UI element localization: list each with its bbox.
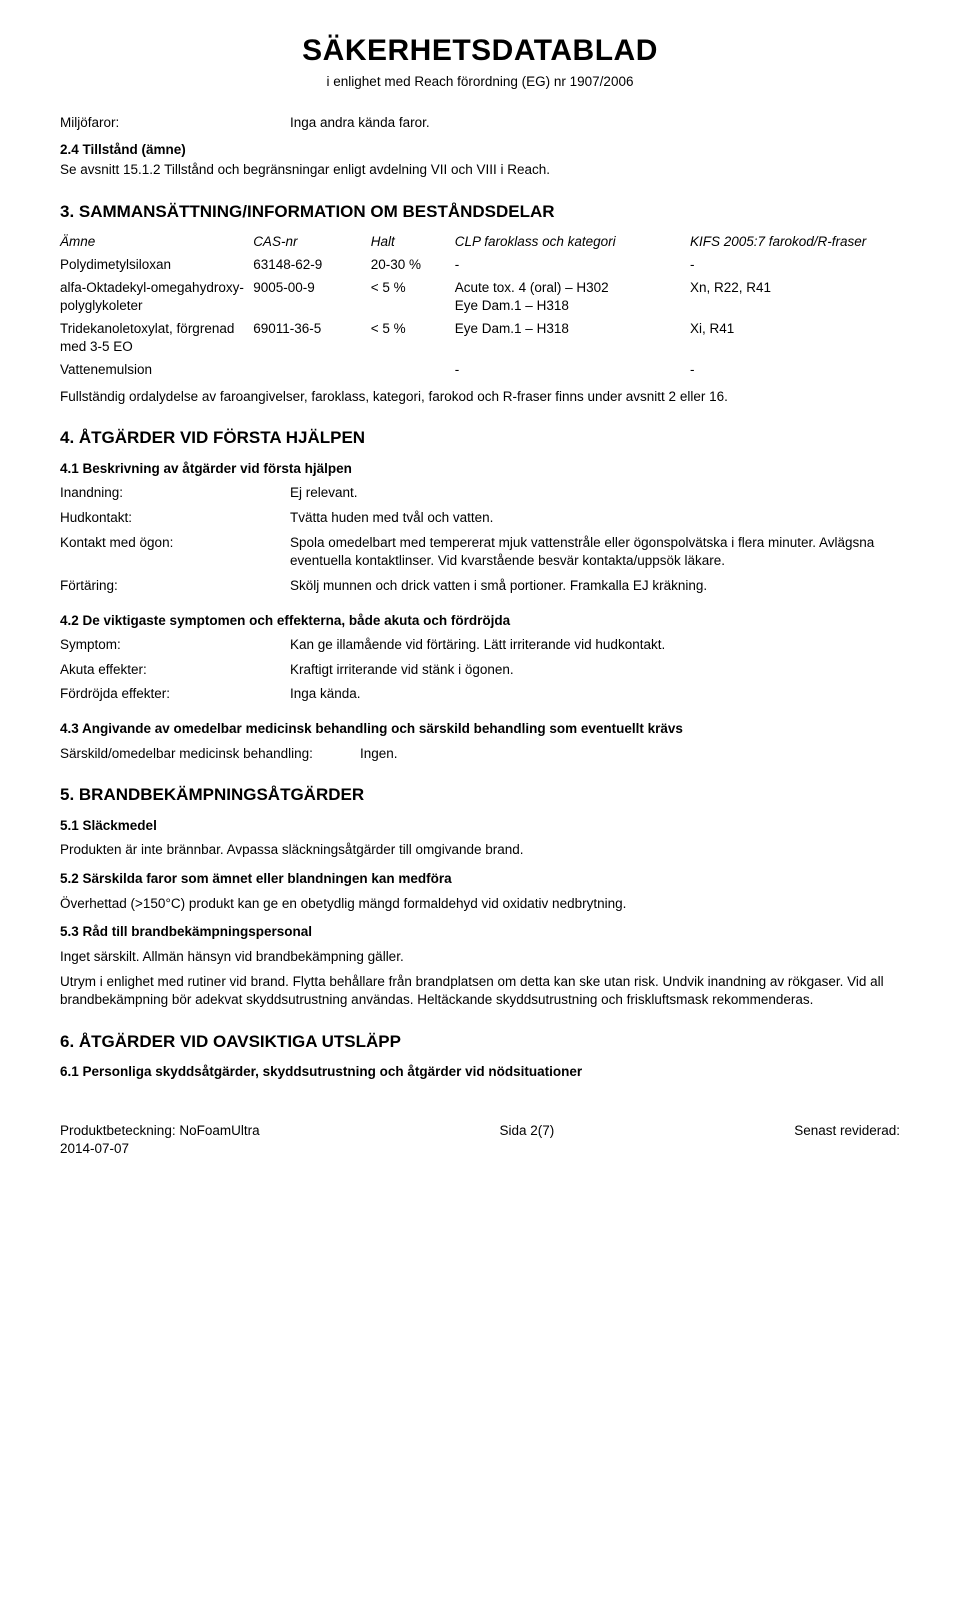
- cell-kifs: Xi, R41: [690, 318, 900, 359]
- kv-value: Skölj munnen och drick vatten i små port…: [290, 577, 900, 596]
- kv-row: Inandning:Ej relevant.: [60, 484, 900, 503]
- page-footer: Produktbeteckning: NoFoamUltra 2014-07-0…: [60, 1122, 900, 1159]
- sub-4-3-row: Särskild/omedelbar medicinsk behandling:…: [60, 745, 900, 764]
- kv-label: Hudkontakt:: [60, 509, 290, 528]
- sub-4-1-heading: 4.1 Beskrivning av åtgärder vid första h…: [60, 460, 900, 479]
- cell-clp: Eye Dam.1 – H318: [455, 318, 690, 359]
- table-row: Polydimetylsiloxan63148-62-920-30 %--: [60, 254, 900, 277]
- kv-row: Akuta effekter:Kraftigt irriterande vid …: [60, 661, 900, 680]
- sub-6-1-heading: 6.1 Personliga skyddsåtgärder, skyddsutr…: [60, 1063, 900, 1082]
- cell-cas: 9005-00-9: [253, 277, 371, 318]
- kv-label: Symptom:: [60, 636, 290, 655]
- kv-label: Fördröjda effekter:: [60, 685, 290, 704]
- doc-title: SÄKERHETSDATABLAD: [60, 30, 900, 71]
- cell-clp: Acute tox. 4 (oral) – H302 Eye Dam.1 – H…: [455, 277, 690, 318]
- sub-4-2-heading: 4.2 De viktigaste symptomen och effekter…: [60, 612, 900, 631]
- footer-date: 2014-07-07: [60, 1141, 129, 1156]
- kv-row: Kontakt med ögon:Spola omedelbart med te…: [60, 534, 900, 571]
- kv-row: Hudkontakt:Tvätta huden med tvål och vat…: [60, 509, 900, 528]
- sub-5-3-text-a: Inget särskilt. Allmän hänsyn vid brandb…: [60, 948, 900, 967]
- cell-amne: alfa-Oktadekyl-omegahydroxy-polyglykolet…: [60, 277, 253, 318]
- sub-4-3-heading: 4.3 Angivande av omedelbar medicinsk beh…: [60, 720, 900, 739]
- footer-left: Produktbeteckning: NoFoamUltra 2014-07-0…: [60, 1122, 260, 1159]
- section-4-heading: 4. ÅTGÄRDER VID FÖRSTA HJÄLPEN: [60, 426, 900, 449]
- sub-2-4-heading: 2.4 Tillstånd (ämne): [60, 141, 900, 160]
- sub-4-3-value: Ingen.: [360, 745, 900, 764]
- kv-value: Spola omedelbart med tempererat mjuk vat…: [290, 534, 900, 571]
- cell-amne: Vattenemulsion: [60, 359, 253, 382]
- sub-5-3-text-b: Utrym i enlighet med rutiner vid brand. …: [60, 973, 900, 1010]
- cell-halt: < 5 %: [371, 277, 455, 318]
- kv-label: Förtäring:: [60, 577, 290, 596]
- doc-subtitle: i enlighet med Reach förordning (EG) nr …: [60, 73, 900, 92]
- cell-cas: 63148-62-9: [253, 254, 371, 277]
- sub-2-4-text: Se avsnitt 15.1.2 Tillstånd och begränsn…: [60, 161, 900, 180]
- cell-cas: [253, 359, 371, 382]
- miljofaror-row: Miljöfaror: Inga andra kända faror.: [60, 114, 900, 133]
- cell-clp: -: [455, 254, 690, 277]
- cell-clp: -: [455, 359, 690, 382]
- cell-amne: Polydimetylsiloxan: [60, 254, 253, 277]
- cell-halt: 20-30 %: [371, 254, 455, 277]
- table-row: alfa-Oktadekyl-omegahydroxy-polyglykolet…: [60, 277, 900, 318]
- composition-table: Ämne CAS-nr Halt CLP faroklass och kateg…: [60, 231, 900, 381]
- section-3-heading: 3. SAMMANSÄTTNING/INFORMATION OM BESTÅND…: [60, 200, 900, 223]
- cell-halt: [371, 359, 455, 382]
- cell-kifs: Xn, R22, R41: [690, 277, 900, 318]
- sub-5-1-text: Produkten är inte brännbar. Avpassa släc…: [60, 841, 900, 860]
- sub-5-1-heading: 5.1 Släckmedel: [60, 817, 900, 836]
- sub-5-2-text: Överhettad (>150°C) produkt kan ge en ob…: [60, 895, 900, 914]
- cell-halt: < 5 %: [371, 318, 455, 359]
- kv-value: Kan ge illamående vid förtäring. Lätt ir…: [290, 636, 900, 655]
- sub-5-3-heading: 5.3 Råd till brandbekämpningspersonal: [60, 923, 900, 942]
- cell-cas: 69011-36-5: [253, 318, 371, 359]
- section-6-heading: 6. ÅTGÄRDER VID OAVSIKTIGA UTSLÄPP: [60, 1030, 900, 1053]
- kv-value: Kraftigt irriterande vid stänk i ögonen.: [290, 661, 900, 680]
- col-amne: Ämne: [60, 231, 253, 254]
- kv-label: Inandning:: [60, 484, 290, 503]
- cell-kifs: -: [690, 254, 900, 277]
- kv-label: Kontakt med ögon:: [60, 534, 290, 571]
- col-cas: CAS-nr: [253, 231, 371, 254]
- kv-label: Akuta effekter:: [60, 661, 290, 680]
- section-5-heading: 5. BRANDBEKÄMPNINGSÅTGÄRDER: [60, 783, 900, 806]
- col-clp: CLP faroklass och kategori: [455, 231, 690, 254]
- kv-value: Inga kända.: [290, 685, 900, 704]
- kv-row: Fördröjda effekter:Inga kända.: [60, 685, 900, 704]
- footer-product: Produktbeteckning: NoFoamUltra: [60, 1123, 260, 1138]
- kv-value: Tvätta huden med tvål och vatten.: [290, 509, 900, 528]
- kv-row: Symptom:Kan ge illamående vid förtäring.…: [60, 636, 900, 655]
- table-row: Tridekanoletoxylat, förgrenad med 3-5 EO…: [60, 318, 900, 359]
- miljofaror-label: Miljöfaror:: [60, 114, 290, 133]
- sub-5-2-heading: 5.2 Särskilda faror som ämnet eller blan…: [60, 870, 900, 889]
- miljofaror-value: Inga andra kända faror.: [290, 114, 900, 133]
- table-row: Vattenemulsion --: [60, 359, 900, 382]
- kv-row: Förtäring:Skölj munnen och drick vatten …: [60, 577, 900, 596]
- col-halt: Halt: [371, 231, 455, 254]
- sub-4-3-label: Särskild/omedelbar medicinsk behandling:: [60, 745, 360, 764]
- kv-value: Ej relevant.: [290, 484, 900, 503]
- cell-amne: Tridekanoletoxylat, förgrenad med 3-5 EO: [60, 318, 253, 359]
- col-kifs: KIFS 2005:7 farokod/R-fraser: [690, 231, 900, 254]
- cell-kifs: -: [690, 359, 900, 382]
- composition-table-header: Ämne CAS-nr Halt CLP faroklass och kateg…: [60, 231, 900, 254]
- footer-center: Sida 2(7): [500, 1122, 555, 1159]
- section-3-footnote: Fullständig ordalydelse av faroangivelse…: [60, 388, 900, 407]
- footer-right: Senast reviderad:: [794, 1122, 900, 1159]
